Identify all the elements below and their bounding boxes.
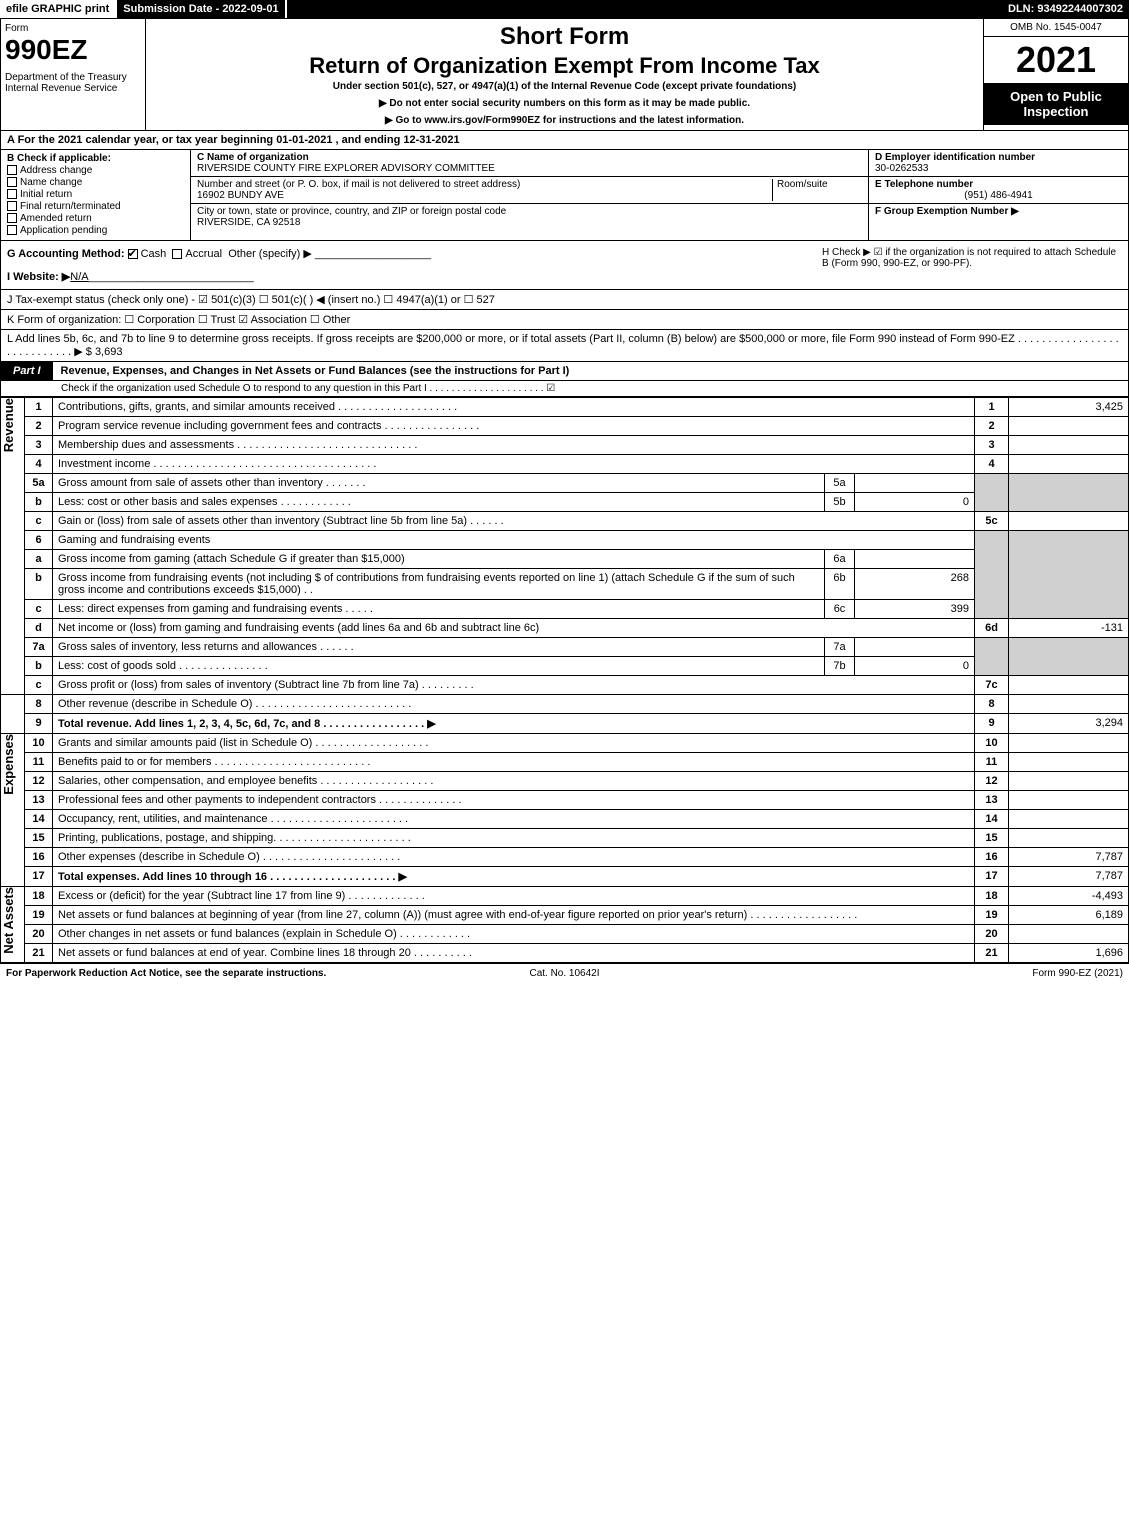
tel-label: E Telephone number bbox=[875, 179, 973, 190]
ssn-note: ▶ Do not enter social security numbers o… bbox=[154, 98, 975, 109]
section-i: I Website: ▶N/A_________________________… bbox=[7, 270, 822, 283]
accounting-cash[interactable]: Cash bbox=[141, 248, 167, 260]
section-a: A For the 2021 calendar year, or tax yea… bbox=[0, 131, 1129, 150]
revenue-side-label: Revenue bbox=[1, 398, 16, 452]
form-header: Form 990EZ Department of the Treasury In… bbox=[0, 18, 1129, 131]
chk-final-return[interactable]: Final return/terminated bbox=[7, 201, 184, 212]
open-inspection: Open to Public Inspection bbox=[984, 83, 1128, 125]
expenses-side-label: Expenses bbox=[1, 734, 16, 795]
line1-value: 3,425 bbox=[1009, 398, 1129, 417]
room-label: Room/suite bbox=[772, 179, 862, 201]
street-value: 16902 BUNDY AVE bbox=[197, 190, 284, 201]
accounting-accrual[interactable]: Accrual bbox=[185, 248, 222, 260]
line9-value: 3,294 bbox=[1009, 714, 1129, 734]
part1-header: Part I Revenue, Expenses, and Changes in… bbox=[0, 362, 1129, 381]
street-label: Number and street (or P. O. box, if mail… bbox=[197, 179, 520, 190]
part1-title: Revenue, Expenses, and Changes in Net As… bbox=[53, 362, 1128, 380]
part1-subtitle: Check if the organization used Schedule … bbox=[0, 381, 1129, 397]
sections-gh: G Accounting Method: Cash Accrual Other … bbox=[0, 241, 1129, 290]
form-number: 990EZ bbox=[5, 34, 141, 66]
line17-value: 7,787 bbox=[1009, 867, 1129, 887]
section-k: K Form of organization: ☐ Corporation ☐ … bbox=[0, 310, 1129, 330]
org-name: RIVERSIDE COUNTY FIRE EXPLORER ADVISORY … bbox=[197, 163, 495, 174]
line6d-value: -131 bbox=[1009, 619, 1129, 638]
form-title-block: Short Form Return of Organization Exempt… bbox=[146, 19, 983, 130]
form-word: Form bbox=[5, 23, 141, 34]
chk-initial-return[interactable]: Initial return bbox=[7, 189, 184, 200]
omb-number: OMB No. 1545-0047 bbox=[984, 19, 1128, 37]
submission-date: Submission Date - 2022-09-01 bbox=[117, 0, 286, 18]
chk-address-change[interactable]: Address change bbox=[7, 165, 184, 176]
org-name-label: C Name of organization bbox=[197, 152, 309, 163]
footer-center: Cat. No. 10642I bbox=[378, 968, 750, 979]
tax-year: 2021 bbox=[984, 37, 1128, 83]
ein-value: 30-0262533 bbox=[875, 163, 928, 174]
section-b-header: B Check if applicable: bbox=[7, 153, 111, 164]
section-c: C Name of organization RIVERSIDE COUNTY … bbox=[191, 150, 868, 240]
website-value: N/A bbox=[70, 271, 88, 283]
accounting-other[interactable]: Other (specify) ▶ bbox=[228, 248, 312, 260]
efile-label: efile GRAPHIC print bbox=[0, 0, 117, 18]
city-label: City or town, state or province, country… bbox=[197, 206, 506, 217]
footer-right: Form 990-EZ (2021) bbox=[751, 968, 1123, 979]
tel-value: (951) 486-4941 bbox=[875, 190, 1122, 201]
footer-left: For Paperwork Reduction Act Notice, see … bbox=[6, 968, 378, 979]
page-footer: For Paperwork Reduction Act Notice, see … bbox=[0, 963, 1129, 983]
section-g: G Accounting Method: Cash Accrual Other … bbox=[7, 247, 822, 260]
line6b-value: 268 bbox=[855, 569, 975, 600]
sections-bcdef: B Check if applicable: Address change Na… bbox=[0, 150, 1129, 241]
city-value: RIVERSIDE, CA 92518 bbox=[197, 217, 300, 228]
short-form-label: Short Form bbox=[154, 23, 975, 51]
part1-table: Revenue 1Contributions, gifts, grants, a… bbox=[0, 397, 1129, 963]
section-b: B Check if applicable: Address change Na… bbox=[1, 150, 191, 240]
dln-label: DLN: 93492244007302 bbox=[1002, 0, 1129, 18]
section-l: L Add lines 5b, 6c, and 7b to line 9 to … bbox=[0, 330, 1129, 362]
form-subtitle: Under section 501(c), 527, or 4947(a)(1)… bbox=[154, 81, 975, 92]
top-bar: efile GRAPHIC print Submission Date - 20… bbox=[0, 0, 1129, 18]
part1-tab: Part I bbox=[1, 362, 53, 380]
line18-value: -4,493 bbox=[1009, 887, 1129, 906]
section-h: H Check ▶ ☑ if the organization is not r… bbox=[822, 247, 1122, 283]
line6c-value: 399 bbox=[855, 600, 975, 619]
form-year-block: OMB No. 1545-0047 2021 Open to Public In… bbox=[983, 19, 1128, 130]
line16-value: 7,787 bbox=[1009, 848, 1129, 867]
line21-value: 1,696 bbox=[1009, 944, 1129, 963]
group-exemption-label: F Group Exemption Number ▶ bbox=[875, 206, 1019, 217]
line7b-value: 0 bbox=[855, 657, 975, 676]
chk-amended-return[interactable]: Amended return bbox=[7, 213, 184, 224]
dept-label: Department of the Treasury Internal Reve… bbox=[5, 72, 141, 94]
form-title: Return of Organization Exempt From Incom… bbox=[154, 53, 975, 79]
section-j: J Tax-exempt status (check only one) - ☑… bbox=[0, 290, 1129, 310]
netassets-side-label: Net Assets bbox=[1, 887, 16, 954]
line19-value: 6,189 bbox=[1009, 906, 1129, 925]
line5b-value: 0 bbox=[855, 493, 975, 512]
gross-receipts: 3,693 bbox=[95, 346, 123, 358]
chk-application-pending[interactable]: Application pending bbox=[7, 225, 184, 236]
ein-label: D Employer identification number bbox=[875, 152, 1035, 163]
chk-name-change[interactable]: Name change bbox=[7, 177, 184, 188]
section-def: D Employer identification number 30-0262… bbox=[868, 150, 1128, 240]
form-id-block: Form 990EZ Department of the Treasury In… bbox=[1, 19, 146, 130]
goto-note: ▶ Go to www.irs.gov/Form990EZ for instru… bbox=[154, 115, 975, 126]
topbar-spacer bbox=[287, 0, 1002, 18]
